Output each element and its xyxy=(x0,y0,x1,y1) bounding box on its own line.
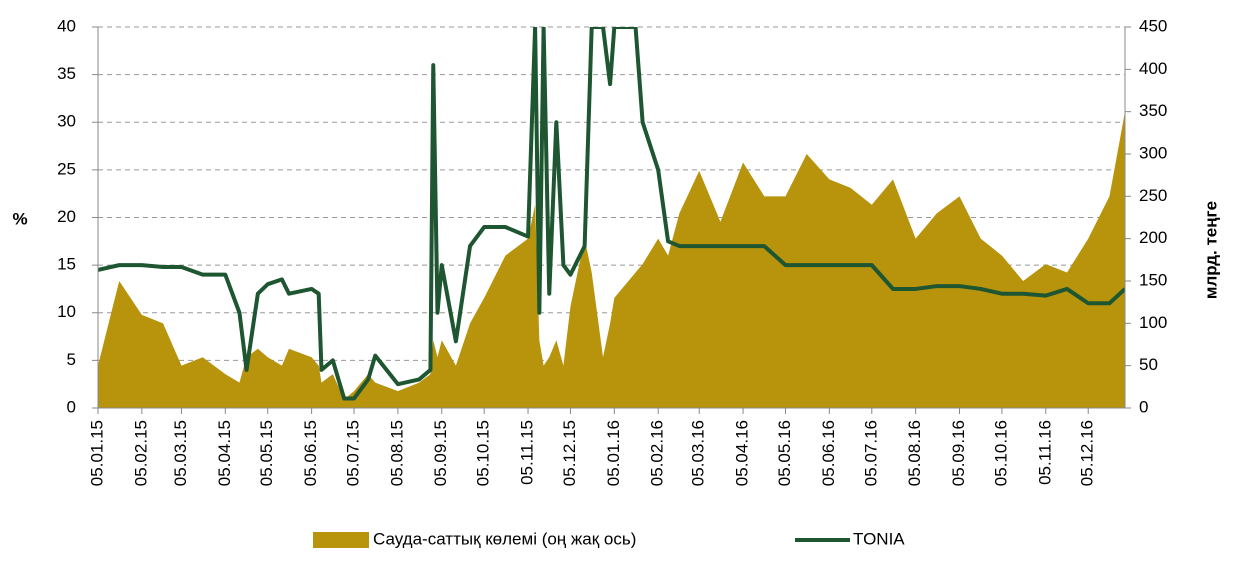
x-tick-label: 05.04.15 xyxy=(215,420,234,486)
y-tick-label: 40 xyxy=(57,16,76,35)
x-tick-label: 05.10.15 xyxy=(474,420,493,486)
y2-tick-label: 300 xyxy=(1139,143,1167,162)
y2-tick-label: 200 xyxy=(1139,228,1167,247)
x-tick-label: 05.12.16 xyxy=(1078,420,1097,486)
y2-tick-label: 250 xyxy=(1139,186,1167,205)
tonia-line xyxy=(98,27,1125,401)
x-tick-label: 05.03.16 xyxy=(689,420,708,486)
x-tick-label: 05.11.15 xyxy=(518,420,537,485)
y-tick-label: 15 xyxy=(57,255,76,274)
volume-area xyxy=(98,111,1125,408)
x-tick-label: 05.05.15 xyxy=(257,420,276,486)
x-tick-label: 05.04.16 xyxy=(733,420,752,486)
y-tick-label: 0 xyxy=(67,397,76,416)
y-axis-label: % xyxy=(12,209,27,228)
y2-axis-label: млрд. теңге xyxy=(1201,201,1220,299)
x-tick-label: 05.05.16 xyxy=(775,420,794,486)
legend-swatch xyxy=(313,532,369,548)
y-tick-label: 30 xyxy=(57,112,76,131)
y2-tick-label: 100 xyxy=(1139,313,1167,332)
x-tick-label: 05.11.16 xyxy=(1035,420,1054,485)
y2-tick-label: 350 xyxy=(1139,101,1167,120)
x-tick-label: 05.02.16 xyxy=(648,420,667,486)
x-tick-label: 05.08.16 xyxy=(905,420,924,486)
x-tick-label: 05.06.16 xyxy=(819,420,838,486)
x-tick-label: 05.09.15 xyxy=(431,420,450,486)
x-tick-label: 05.06.15 xyxy=(301,420,320,486)
x-tick-label: 05.07.15 xyxy=(344,420,363,486)
x-tick-label: 05.01.16 xyxy=(604,420,623,486)
x-tick-label: 05.08.15 xyxy=(387,420,406,486)
y-tick-label: 25 xyxy=(57,159,76,178)
legend-label: Сауда-саттық көлемі (оң жақ ось) xyxy=(373,529,636,548)
y-tick-label: 5 xyxy=(67,350,76,369)
y-tick-label: 10 xyxy=(57,302,76,321)
y-tick-label: 35 xyxy=(57,64,76,83)
y2-tick-label: 0 xyxy=(1139,397,1148,416)
legend-label: TONIA xyxy=(853,529,905,548)
x-tick-label: 05.12.15 xyxy=(560,420,579,486)
y-tick-label: 20 xyxy=(57,207,76,226)
x-tick-label: 05.10.16 xyxy=(991,420,1010,486)
y2-tick-label: 400 xyxy=(1139,59,1167,78)
y2-tick-label: 450 xyxy=(1139,16,1167,35)
x-tick-label: 05.02.15 xyxy=(131,420,150,486)
x-tick-label: 05.09.16 xyxy=(949,420,968,486)
y2-tick-label: 50 xyxy=(1139,355,1158,374)
x-tick-label: 05.07.16 xyxy=(861,420,880,486)
x-tick-label: 05.03.15 xyxy=(171,420,190,486)
x-tick-label: 05.01.15 xyxy=(87,420,106,486)
y2-tick-label: 150 xyxy=(1139,270,1167,289)
